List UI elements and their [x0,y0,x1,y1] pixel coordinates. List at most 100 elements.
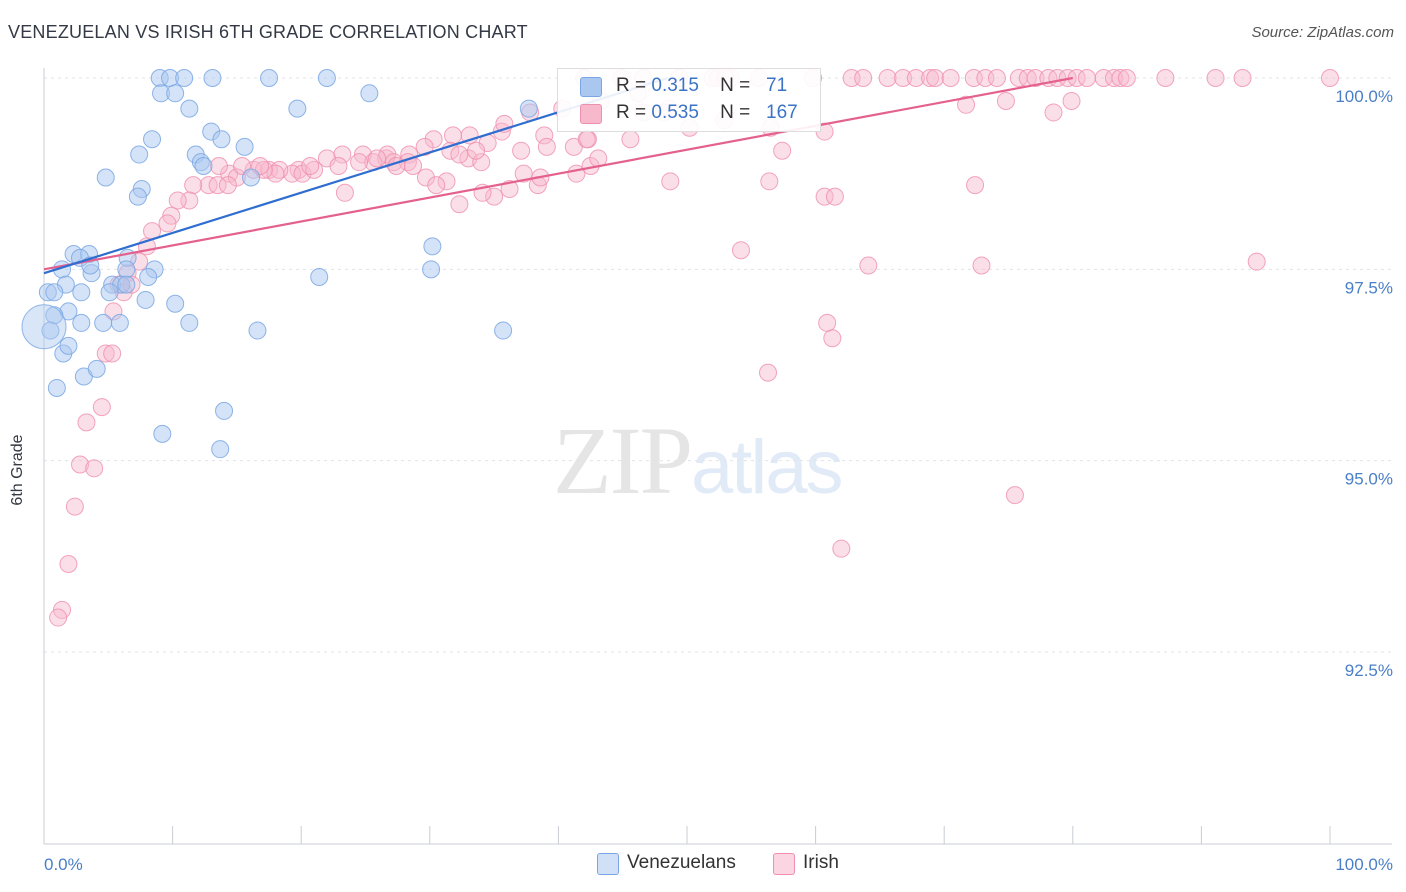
irish-point [823,329,842,348]
irish-point [437,172,456,191]
irish-point [415,137,434,156]
irish-point [329,157,348,176]
irish-point [1062,91,1081,110]
venezuelan-point [194,157,213,176]
irish-point [1044,103,1063,122]
chart-title: VENEZUELAN VS IRISH 6TH GRADE CORRELATIO… [8,22,528,42]
irish-point [760,172,779,191]
irish-point [500,179,519,198]
irish-point [1005,486,1024,505]
irish-point [293,164,312,183]
venezuelan-point [494,321,513,340]
irish-point [209,157,228,176]
venezuelan-point [45,283,64,302]
irish-point [427,176,446,195]
irish-point [825,187,844,206]
venezuelan-point [317,69,336,87]
venezuelan-point [235,137,254,156]
correlation-legend: R = 0.315 N = 71 R = 0.535 N = 167 [557,68,821,132]
venezuelan-point [360,84,379,103]
irish-point [815,187,834,206]
irish-point [996,91,1015,110]
irish-point [906,69,925,87]
irish-point [854,69,873,87]
irish-point [158,214,177,233]
irish-point [218,176,237,195]
venezuelan-point [180,99,199,118]
irish-point [514,164,533,183]
venezuelan-point [59,336,78,355]
irish-point [859,256,878,275]
irish-point [77,413,96,432]
venezuelan-point [310,267,329,286]
venezuelan-point [136,290,155,309]
irish-point [85,459,104,478]
irish-point [92,398,111,417]
irish-point [450,145,469,164]
irish-point [96,344,115,363]
irish-point [832,539,851,558]
irish-point [1156,69,1175,87]
irish-point [1206,69,1225,87]
irish-point [957,95,976,114]
irish-point [621,130,640,149]
irish-point [512,141,531,160]
irish-point [1233,69,1252,87]
irish-point [535,126,554,145]
venezuelan-point [130,145,149,164]
irish-point [1247,252,1266,271]
irish-point [199,176,218,195]
venezuelan-point [423,237,442,256]
irish-point [537,137,556,156]
irish-point [301,157,320,176]
legend-n-value: 71 [766,75,788,96]
legend-r-value: 0.535 [651,102,699,123]
irish-point [818,313,837,332]
irish-point [443,126,462,145]
y-tick-label: 97.5% [1345,278,1393,297]
irish-point [208,176,227,195]
irish-point [472,153,491,172]
venezuelan-point [139,267,158,286]
legend-n-label: N = [720,102,751,123]
irish-point [878,69,897,87]
irish-point [350,153,369,172]
legend-swatch-irish [580,104,602,124]
irish-point [266,164,285,183]
venezuelan-point [248,321,267,340]
venezuelan-point [166,294,185,313]
series-legend: Venezuelans Irish [0,852,1406,878]
irish-point [759,363,778,382]
irish-point [335,183,354,202]
venezuelan-point [175,69,194,87]
venezuelan-point-large [21,304,67,350]
irish-point [661,172,680,191]
irish-point [368,149,387,168]
y-tick-label: 100.0% [1335,87,1393,106]
irish-point [333,145,352,164]
x-tick-label-last: 100.0% [1335,855,1393,874]
venezuelan-point [211,440,230,459]
irish-point [1111,69,1130,87]
venezuelan-point [288,99,307,118]
venezuelan-point [128,187,147,206]
watermark-atlas: atlas [691,425,844,510]
venezuelan-point [110,313,129,332]
legend-label-irish: Irish [803,852,839,873]
venezuelan-point [41,321,60,340]
irish-point [987,69,1006,87]
irish-point [49,608,68,627]
venezuelan-point [94,313,113,332]
irish-point [59,554,78,573]
legend-swatch-venezuelans [580,77,602,97]
venezuelan-point [47,378,66,397]
legend-r-value: 0.315 [651,75,699,96]
venezuelan-point [153,424,172,443]
x-tick-label-first: 0.0% [44,855,83,874]
venezuelan-point [422,260,441,279]
irish-point [168,191,187,210]
venezuelan-point [96,168,115,187]
irish-point [1104,69,1123,87]
irish-point [485,187,504,206]
